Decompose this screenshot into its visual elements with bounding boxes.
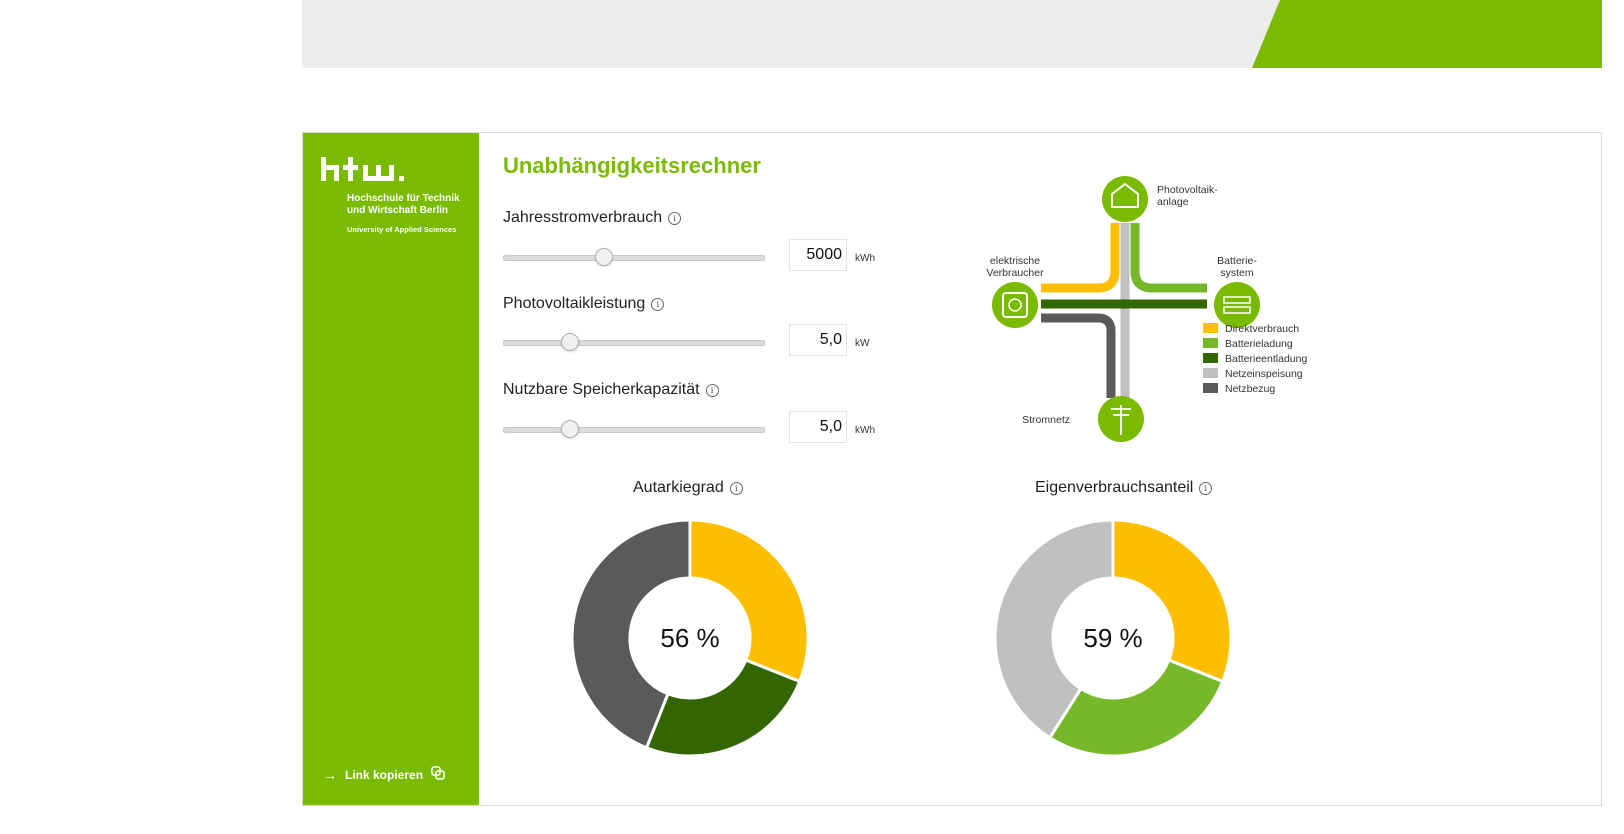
info-icon[interactable]: i <box>705 383 719 397</box>
self-consumption-donut-chart: 59 % <box>993 518 1233 758</box>
donut-slice-netzbezug <box>570 518 692 750</box>
annual-consumption-input[interactable] <box>789 239 847 271</box>
grid-node-label: Stromnetz <box>1022 414 1070 426</box>
info-icon[interactable]: i <box>668 211 682 225</box>
sidebar: Hochschule für Technik und Wirtschaft Be… <box>303 133 479 805</box>
donut-slice-direktverbrauch <box>1111 518 1233 684</box>
battery-icon-bottom <box>1223 306 1251 314</box>
page-title: Unabhängigkeitsrechner <box>503 153 761 178</box>
pv-node-circle <box>1102 176 1148 222</box>
donut-slice-batterieentladung <box>644 658 802 758</box>
slider-thumb[interactable] <box>561 420 579 438</box>
donut-slice-direktverbrauch <box>688 518 810 684</box>
autarky-title: Autarkiegrad i <box>633 479 743 497</box>
socket-icon <box>1002 292 1028 318</box>
consumer-node: elektrische Verbraucher <box>986 255 1044 328</box>
donut-center-value: 56 % <box>660 623 719 653</box>
autarky-title-text: Autarkiegrad <box>633 479 724 496</box>
storage-capacity-label-text: Nutzbare Speicherkapazität <box>503 381 700 398</box>
banner-green-panel <box>1252 0 1602 68</box>
legend-swatch <box>1203 353 1218 363</box>
slider-thumb[interactable] <box>561 333 579 351</box>
legend-swatch <box>1203 323 1218 333</box>
legend-label: Batterieentladung <box>1225 353 1307 365</box>
calculator-card: Hochschule für Technik und Wirtschaft Be… <box>302 132 1602 806</box>
pv-power-input[interactable] <box>789 324 847 356</box>
copy-link-button[interactable]: → Link kopieren <box>323 766 445 783</box>
storage-capacity-slider[interactable] <box>503 420 765 438</box>
socket-icon-outlet <box>1008 298 1022 312</box>
info-icon[interactable]: i <box>651 297 665 311</box>
legend-swatch <box>1203 383 1218 393</box>
donut-slice-batterieladung <box>1047 658 1225 758</box>
consumer-node-label: elektrische Verbraucher <box>986 255 1044 279</box>
pv-node: Photovoltaik-anlage <box>1102 176 1218 222</box>
storage-capacity-input[interactable] <box>789 411 847 443</box>
diagram-legend: Direktverbrauch Batterieladung Batterieent… <box>1203 323 1307 395</box>
copy-link-label: Link kopieren <box>345 767 424 782</box>
legend-label: Direktverbrauch <box>1225 323 1299 335</box>
unit-label: kWh <box>855 253 875 264</box>
donut-center-value: 59 % <box>1083 623 1142 653</box>
house-icon <box>1111 182 1139 208</box>
consumer-node-circle <box>992 282 1038 328</box>
pv-power-label: Photovoltaikleistung i <box>503 295 665 313</box>
slider-thumb[interactable] <box>594 248 613 266</box>
storage-capacity-label: Nutzbare Speicherkapazität i <box>503 381 719 399</box>
pv-power-slider[interactable] <box>503 333 765 351</box>
flow-battery-charge <box>1130 223 1207 293</box>
info-icon[interactable]: i <box>729 481 743 495</box>
unit-label: kW <box>855 338 870 349</box>
battery-node-label: Batterie-system <box>1217 255 1257 279</box>
annual-consumption-slider[interactable] <box>503 248 765 266</box>
unit-label: kWh <box>855 425 875 436</box>
top-banner <box>302 0 1602 68</box>
battery-node: Batterie-system <box>1214 255 1260 328</box>
university-subtitle: University of Applied Sciences <box>347 225 457 234</box>
copy-icon <box>431 766 445 783</box>
legend-swatch <box>1203 368 1218 378</box>
battery-icon-top <box>1223 296 1251 304</box>
self-consumption-title: Eigenverbrauchsanteil i <box>1035 479 1213 497</box>
legend-swatch <box>1203 338 1218 348</box>
flow-grid-draw <box>1041 313 1116 398</box>
annual-consumption-label-text: Jahresstromverbrauch <box>503 209 663 226</box>
legend-label: Batterieladung <box>1225 338 1293 350</box>
arrow-right-icon: → <box>323 766 337 783</box>
university-name: Hochschule für Technik und Wirtschaft Be… <box>347 193 460 216</box>
pv-power-label-text: Photovoltaikleistung <box>503 295 646 312</box>
annual-consumption-label: Jahresstromverbrauch i <box>503 209 682 227</box>
autarky-donut-chart: 56 % <box>570 518 810 758</box>
donut-slice-netzeinspeisung <box>993 518 1115 740</box>
battery-node-circle <box>1214 282 1260 328</box>
pv-node-label: Photovoltaik-anlage <box>1157 184 1218 208</box>
energy-flow-diagram: Photovoltaik-anlage elektrische Verbrauch… <box>986 176 1307 442</box>
htw-logo <box>321 155 411 188</box>
power-pole-icon <box>1111 405 1131 435</box>
info-icon[interactable]: i <box>1199 481 1213 495</box>
legend-label: Netzbezug <box>1225 383 1275 395</box>
grid-node: Stromnetz <box>1022 396 1144 442</box>
self-consumption-title-text: Eigenverbrauchsanteil <box>1035 479 1194 496</box>
flow-direct <box>1041 223 1120 293</box>
legend-label: Netzeinspeisung <box>1225 368 1303 380</box>
